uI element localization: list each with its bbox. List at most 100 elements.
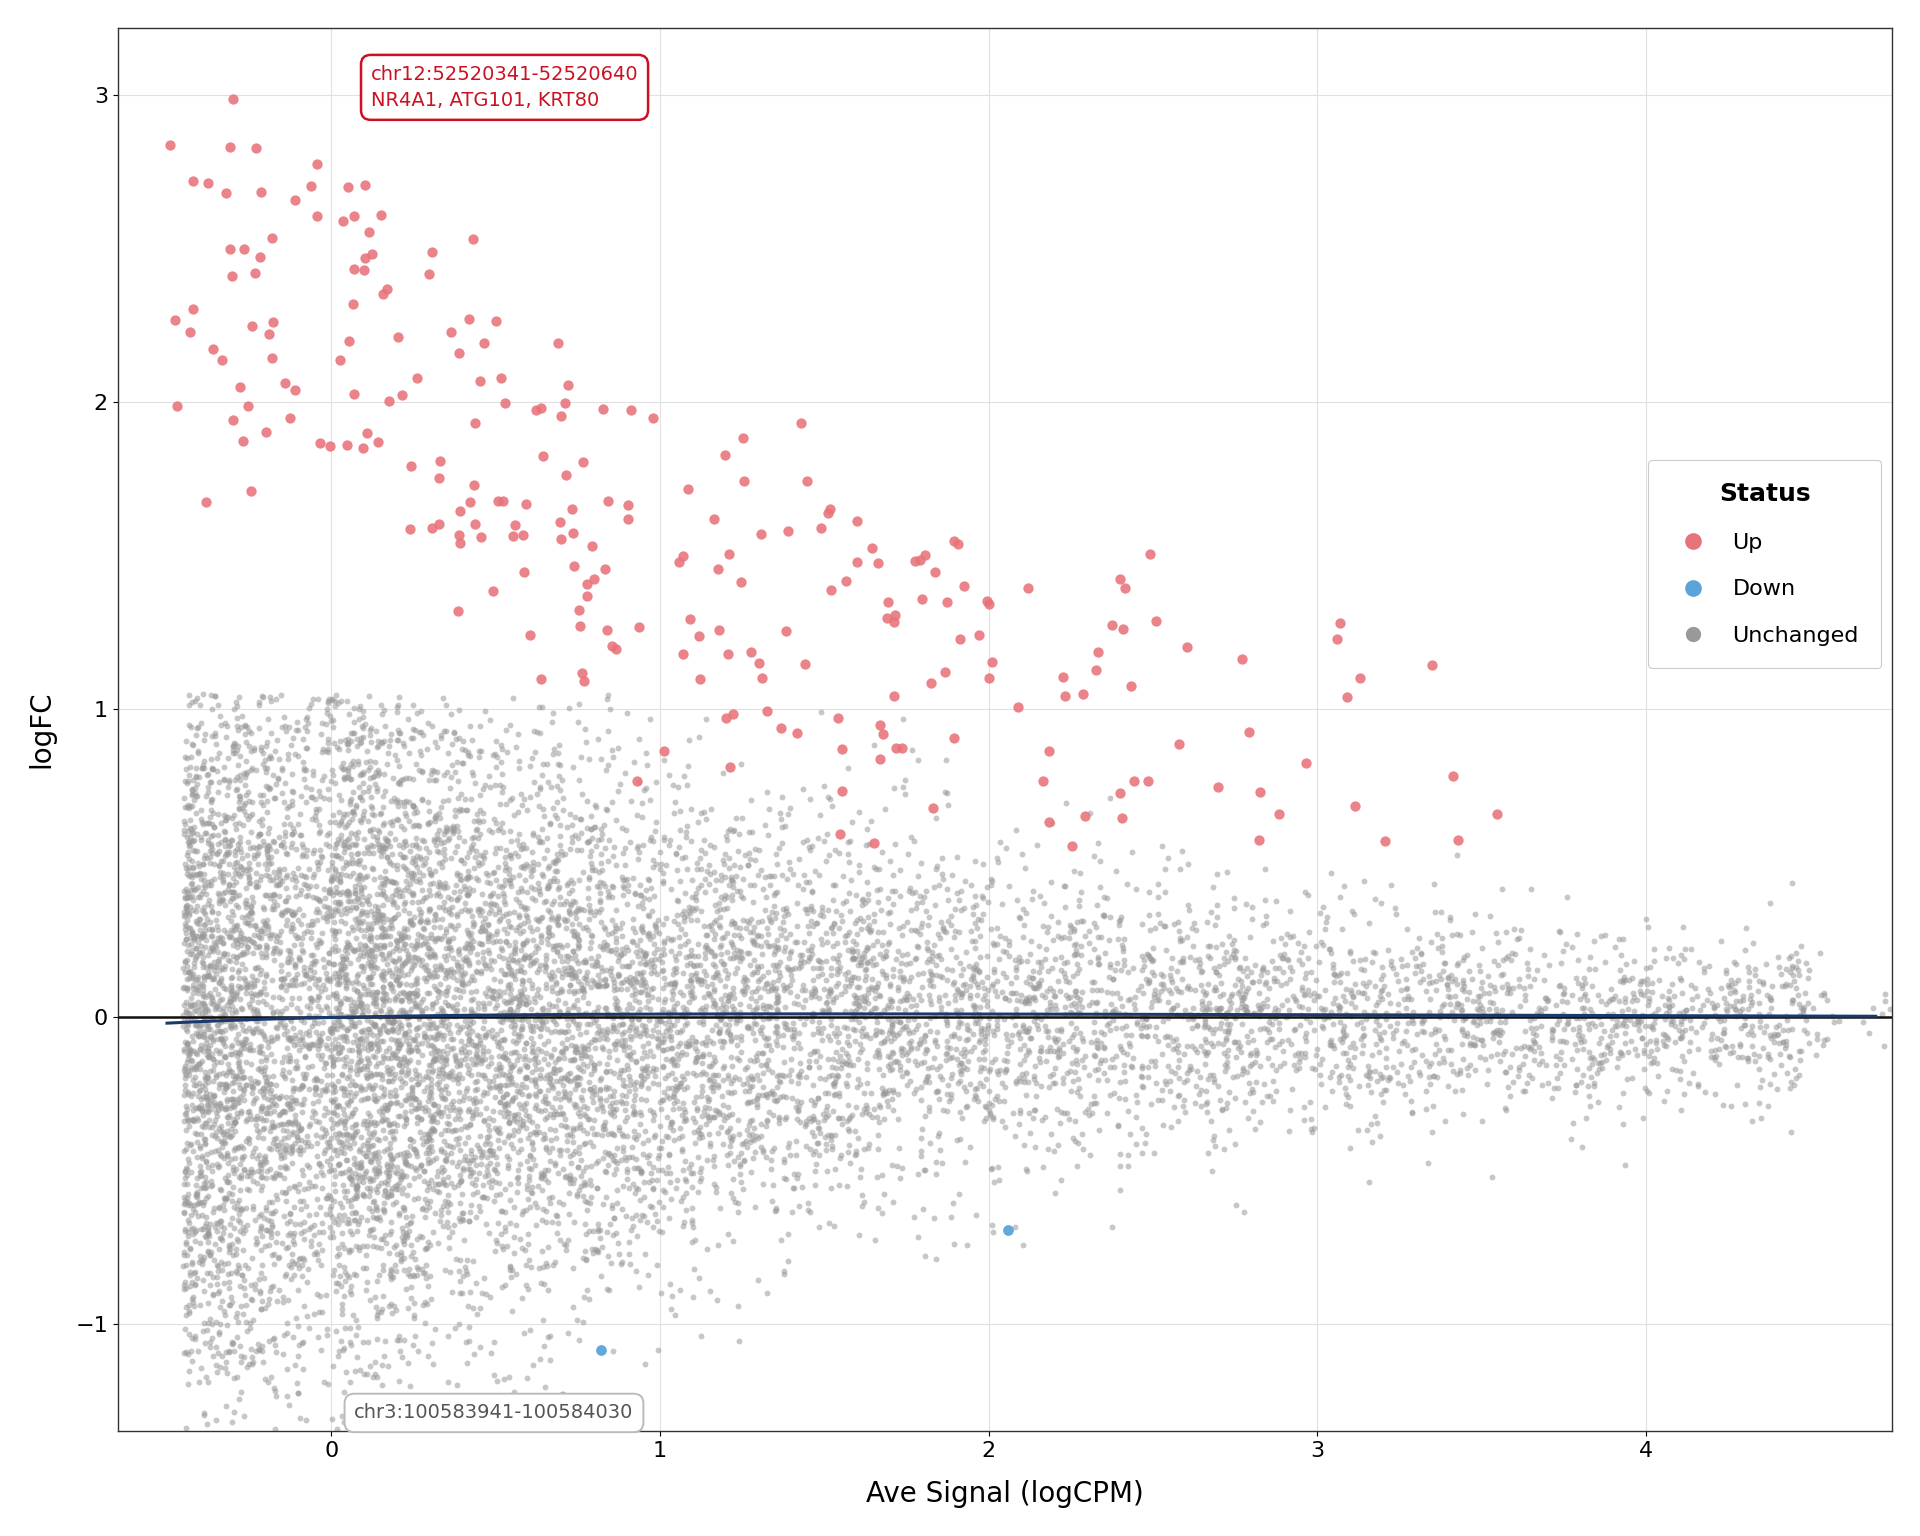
Point [1309,917,1340,942]
Point [392,1221,422,1246]
Point [267,780,298,805]
Point [597,1339,628,1364]
Point [488,945,518,969]
Point [384,922,415,946]
Point [1048,665,1079,690]
Point [1482,802,1513,826]
Point [204,1341,234,1366]
Point [265,1163,296,1187]
Point [238,1193,269,1218]
Point [355,954,386,978]
Point [186,1012,217,1037]
Point [814,983,845,1008]
Point [173,793,204,817]
Point [369,992,399,1017]
Point [597,1147,628,1172]
Point [451,1258,482,1283]
Point [841,991,872,1015]
Point [490,917,520,942]
Point [611,935,641,960]
Point [403,889,434,914]
Point [772,802,803,826]
Point [1515,877,1546,902]
Point [374,1061,405,1086]
Point [515,1255,545,1279]
Point [1607,1081,1638,1106]
Point [714,985,745,1009]
Point [486,1017,516,1041]
Point [1273,1028,1304,1052]
Point [699,965,730,989]
Point [1448,1046,1478,1071]
Point [396,725,426,750]
Point [1060,859,1091,883]
Point [668,899,699,923]
Point [634,1169,664,1193]
Point [447,1155,478,1180]
Point [833,880,864,905]
Point [1530,995,1561,1020]
Point [645,1281,676,1306]
Point [1187,989,1217,1014]
Point [480,811,511,836]
Point [1315,1000,1346,1025]
Point [397,1204,428,1229]
Point [1089,1060,1119,1084]
Point [893,983,924,1008]
Point [409,1261,440,1286]
Point [211,1141,242,1166]
Point [1098,1008,1129,1032]
Point [1083,831,1114,856]
Point [342,1178,372,1203]
Point [806,1021,837,1046]
Point [376,883,407,908]
Point [574,866,605,891]
Point [624,1100,655,1124]
Point [303,822,334,846]
Point [228,1087,259,1112]
Point [607,868,637,892]
Point [515,997,545,1021]
Point [1484,1023,1515,1048]
Point [353,892,384,917]
Point [501,998,532,1023]
Point [359,1120,390,1144]
Point [676,908,707,932]
Point [1763,1012,1793,1037]
Point [336,1333,367,1358]
Point [493,1157,524,1181]
Point [630,1087,660,1112]
Point [797,1141,828,1166]
Point [457,986,488,1011]
Point [1463,1006,1494,1031]
Point [275,406,305,430]
Point [355,1063,386,1087]
Point [472,1186,503,1210]
Point [1087,1048,1117,1072]
Point [714,1081,745,1106]
Point [685,968,716,992]
Point [833,960,864,985]
Point [501,1031,532,1055]
Point [1776,943,1807,968]
Point [724,923,755,948]
Point [1265,926,1296,951]
Point [1317,1032,1348,1057]
Point [541,1003,572,1028]
Point [1509,1018,1540,1043]
Point [1528,968,1559,992]
Point [428,1023,459,1048]
Point [854,948,885,972]
Point [597,908,628,932]
Point [534,856,564,880]
Point [601,1135,632,1160]
Point [818,986,849,1011]
Point [326,1221,357,1246]
Point [180,1097,211,1121]
Point [764,963,795,988]
Point [386,1240,417,1264]
Point [977,974,1008,998]
Point [499,1118,530,1143]
Point [465,919,495,943]
Point [382,1174,413,1198]
